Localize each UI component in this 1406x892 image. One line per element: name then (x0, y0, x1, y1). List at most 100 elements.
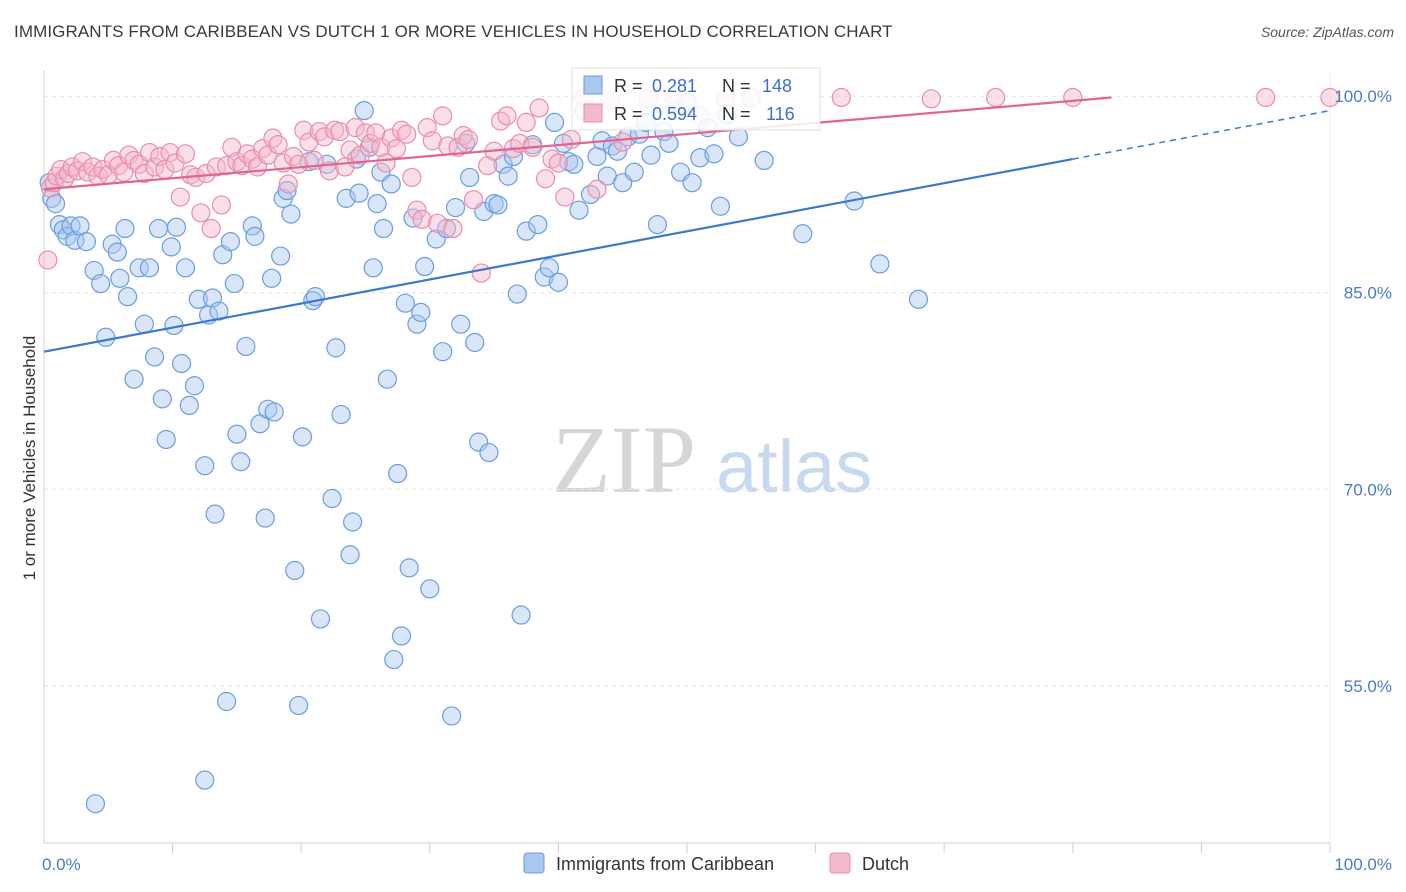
dutch-point-72 (397, 124, 417, 144)
caribbean-point-41 (220, 232, 241, 252)
caribbean-point-150 (870, 254, 890, 274)
caribbean-point-143 (704, 144, 724, 164)
caribbean-point-44 (231, 452, 251, 472)
dutch-point-29 (175, 144, 196, 164)
caribbean-point-68 (336, 188, 356, 208)
caribbean-point-24 (152, 389, 172, 409)
dutch-point-10 (78, 162, 98, 182)
caribbean-point-67 (331, 404, 351, 425)
dutch-point-115 (1320, 87, 1340, 108)
caribbean-point-34 (195, 456, 215, 476)
caribbean-point-65 (322, 488, 342, 509)
caribbean-point-26 (161, 237, 181, 257)
caribbean-point-18 (124, 369, 144, 389)
caribbean-point-104 (488, 195, 508, 215)
caribbean-trend-extension (1072, 109, 1331, 160)
caribbean-point-9 (76, 232, 97, 252)
caribbean-point-53 (271, 246, 291, 266)
stats-swatch-caribbean (583, 75, 603, 95)
caribbean-point-84 (395, 293, 415, 313)
caribbean-point-59 (292, 427, 313, 447)
caribbean-point-134 (647, 215, 668, 235)
dutch-point-46 (263, 128, 283, 148)
dutch-point-86 (471, 263, 491, 283)
legend-label-caribbean: Immigrants from Caribbean (556, 854, 774, 874)
caribbean-point-56 (281, 204, 301, 224)
caribbean-point-25 (156, 429, 176, 450)
caribbean-point-30 (175, 258, 196, 278)
caribbean-point-127 (607, 141, 628, 161)
caribbean-point-38 (209, 301, 229, 321)
caribbean-point-141 (690, 148, 710, 168)
caribbean-point-144 (710, 196, 731, 216)
caribbean-point-151 (908, 289, 929, 309)
caribbean-point-79 (377, 369, 397, 389)
caribbean-point-72 (349, 183, 369, 203)
dutch-point-47 (268, 135, 288, 155)
y-tick-label-2: 70.0% (1344, 480, 1392, 499)
dutch-point-61 (340, 140, 360, 160)
caribbean-point-14 (107, 242, 127, 262)
caribbean-point-52 (264, 402, 284, 422)
caribbean-point-12 (96, 327, 116, 347)
stats-legend: R = 0.281 N = 148 R = 0.594 N = 116 (571, 67, 821, 131)
caribbean-point-90 (420, 579, 440, 599)
caribbean-point-130 (624, 162, 644, 182)
axes (43, 70, 1330, 844)
caribbean-point-55 (277, 180, 297, 201)
caribbean-point-78 (373, 218, 394, 239)
stats-n-value-dutch: 116 (766, 104, 795, 124)
caribbean-point-57 (285, 560, 305, 581)
caribbean-point-42 (224, 273, 244, 294)
dutch-point-55 (309, 121, 329, 142)
caribbean-point-75 (363, 258, 383, 278)
stats-n-value-caribbean: 148 (762, 76, 792, 96)
dutch-point-66 (366, 123, 386, 143)
y-tick-label-1: 85.0% (1344, 284, 1392, 303)
dutch-point-64 (355, 123, 376, 143)
dutch-point-96 (535, 169, 556, 189)
caribbean-point-88 (411, 302, 431, 322)
caribbean-point-118 (559, 152, 579, 172)
dutch-point-49 (278, 174, 298, 194)
caribbean-point-115 (544, 112, 565, 133)
dutch-point-114 (1256, 87, 1276, 108)
caribbean-point-91 (426, 229, 446, 249)
dutch-point-28 (170, 187, 190, 207)
dutch-point-0 (38, 250, 58, 270)
caribbean-point-31 (179, 395, 199, 416)
stats-swatch-dutch (583, 103, 603, 123)
dutch-point-34 (201, 218, 221, 239)
caribbean-point-113 (534, 267, 554, 287)
caribbean-point-45 (236, 336, 256, 357)
dutch-point-22 (139, 142, 160, 163)
chart-title: IMMIGRANTS FROM CARIBBEAN VS DUTCH 1 OR … (14, 22, 893, 41)
dutch-point-32 (191, 203, 211, 223)
stats-legend-box (571, 67, 821, 131)
x-tick-label-max: 100.0% (1334, 855, 1392, 874)
dutch-point-79 (433, 106, 453, 126)
dutch-point-44 (253, 139, 273, 159)
dutch-point-99 (555, 187, 575, 207)
caribbean-point-105 (493, 154, 513, 174)
caribbean-point-147 (754, 150, 774, 171)
caribbean-point-32 (184, 376, 205, 396)
dutch-point-53 (299, 132, 319, 152)
y-axis-title: 1 or more Vehicles in Household (20, 336, 39, 581)
dutch-point-26 (160, 142, 180, 163)
caribbean-point-63 (310, 609, 331, 629)
caribbean-point-112 (528, 215, 548, 235)
watermark-atlas: atlas (716, 425, 872, 508)
caribbean-point-66 (326, 338, 346, 358)
dutch-point-16 (108, 156, 129, 176)
dutch-point-69 (381, 128, 401, 148)
caribbean-point-85 (399, 558, 419, 578)
caribbean-point-15 (110, 268, 130, 288)
caribbean-point-106 (498, 166, 518, 186)
dutch-point-93 (516, 112, 536, 133)
caribbean-point-28 (166, 217, 187, 237)
caribbean-point-122 (580, 184, 601, 205)
caribbean-point-102 (479, 442, 499, 463)
x-tick-label-min: 0.0% (42, 855, 81, 874)
y-tick-label-3: 55.0% (1344, 677, 1392, 696)
